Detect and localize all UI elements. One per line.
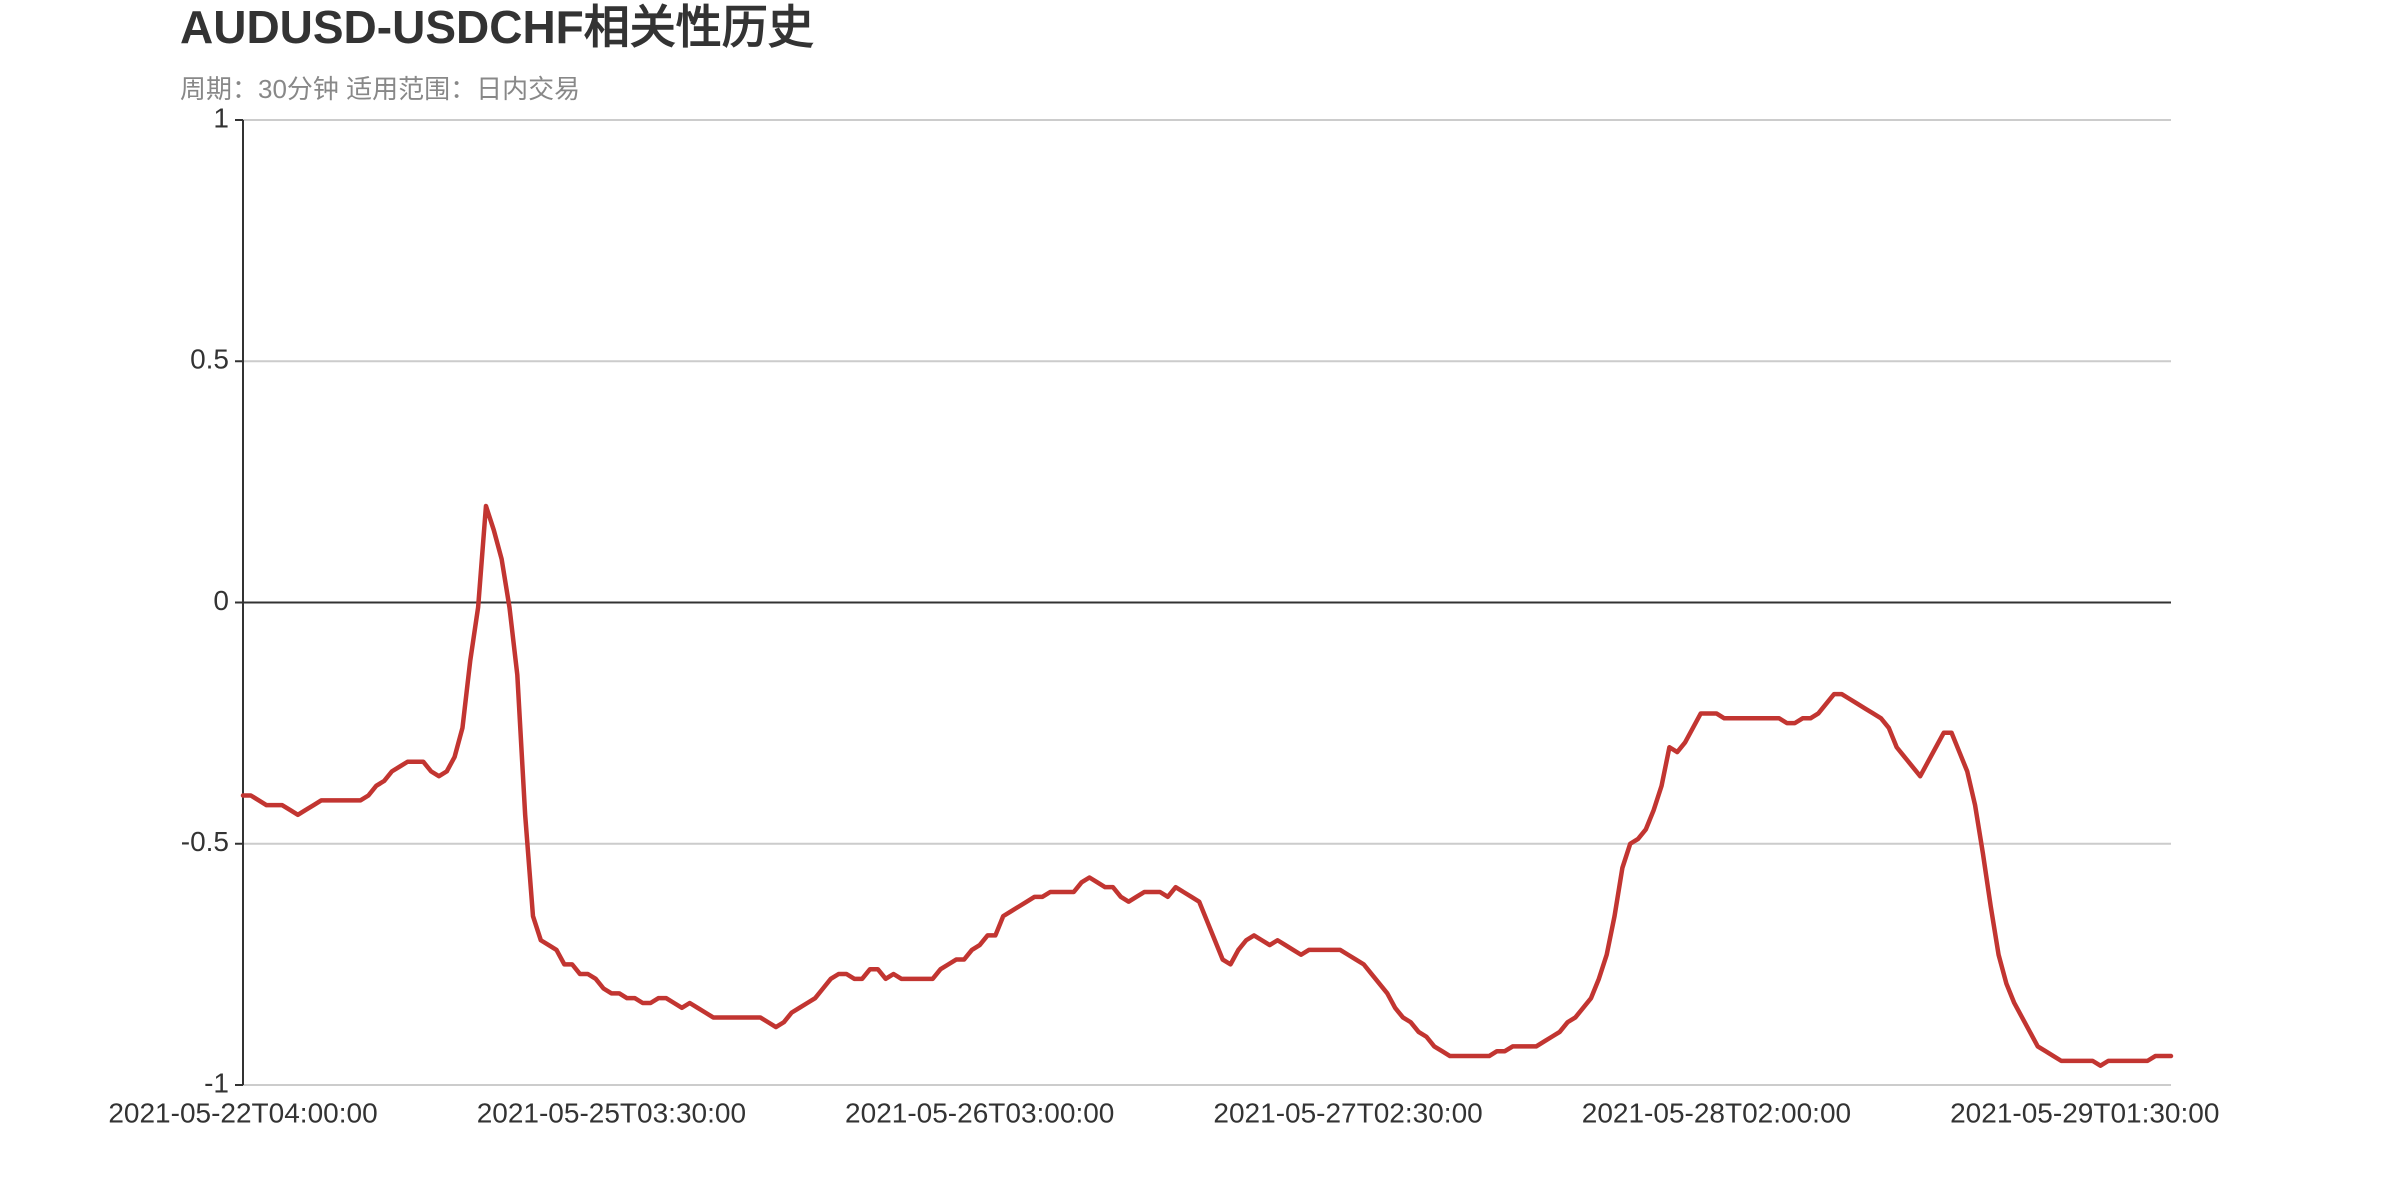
y-tick-label: 0.5 [190,344,229,375]
chart-title: AUDUSD-USDCHF相关性历史 [180,1,814,53]
data-line [240,503,2174,1068]
y-tick-label: -1 [204,1067,229,1098]
chart-subtitle: 周期：30分钟 适用范围：日内交易 [180,74,580,104]
x-tick-label: 2021-05-25T03:30:00 [477,1097,746,1128]
x-tick-label: 2021-05-26T03:00:00 [845,1097,1114,1128]
y-tick-label: 0 [213,585,229,616]
x-tick-label: 2021-05-29T01:30:00 [1950,1097,2219,1128]
y-tick-label: -0.5 [181,826,229,857]
x-tick-label: 2021-05-22T04:00:00 [108,1097,377,1128]
x-tick-label: 2021-05-27T02:30:00 [1213,1097,1482,1128]
x-tick-label: 2021-05-28T02:00:00 [1582,1097,1851,1128]
y-tick-label: 1 [213,102,229,133]
